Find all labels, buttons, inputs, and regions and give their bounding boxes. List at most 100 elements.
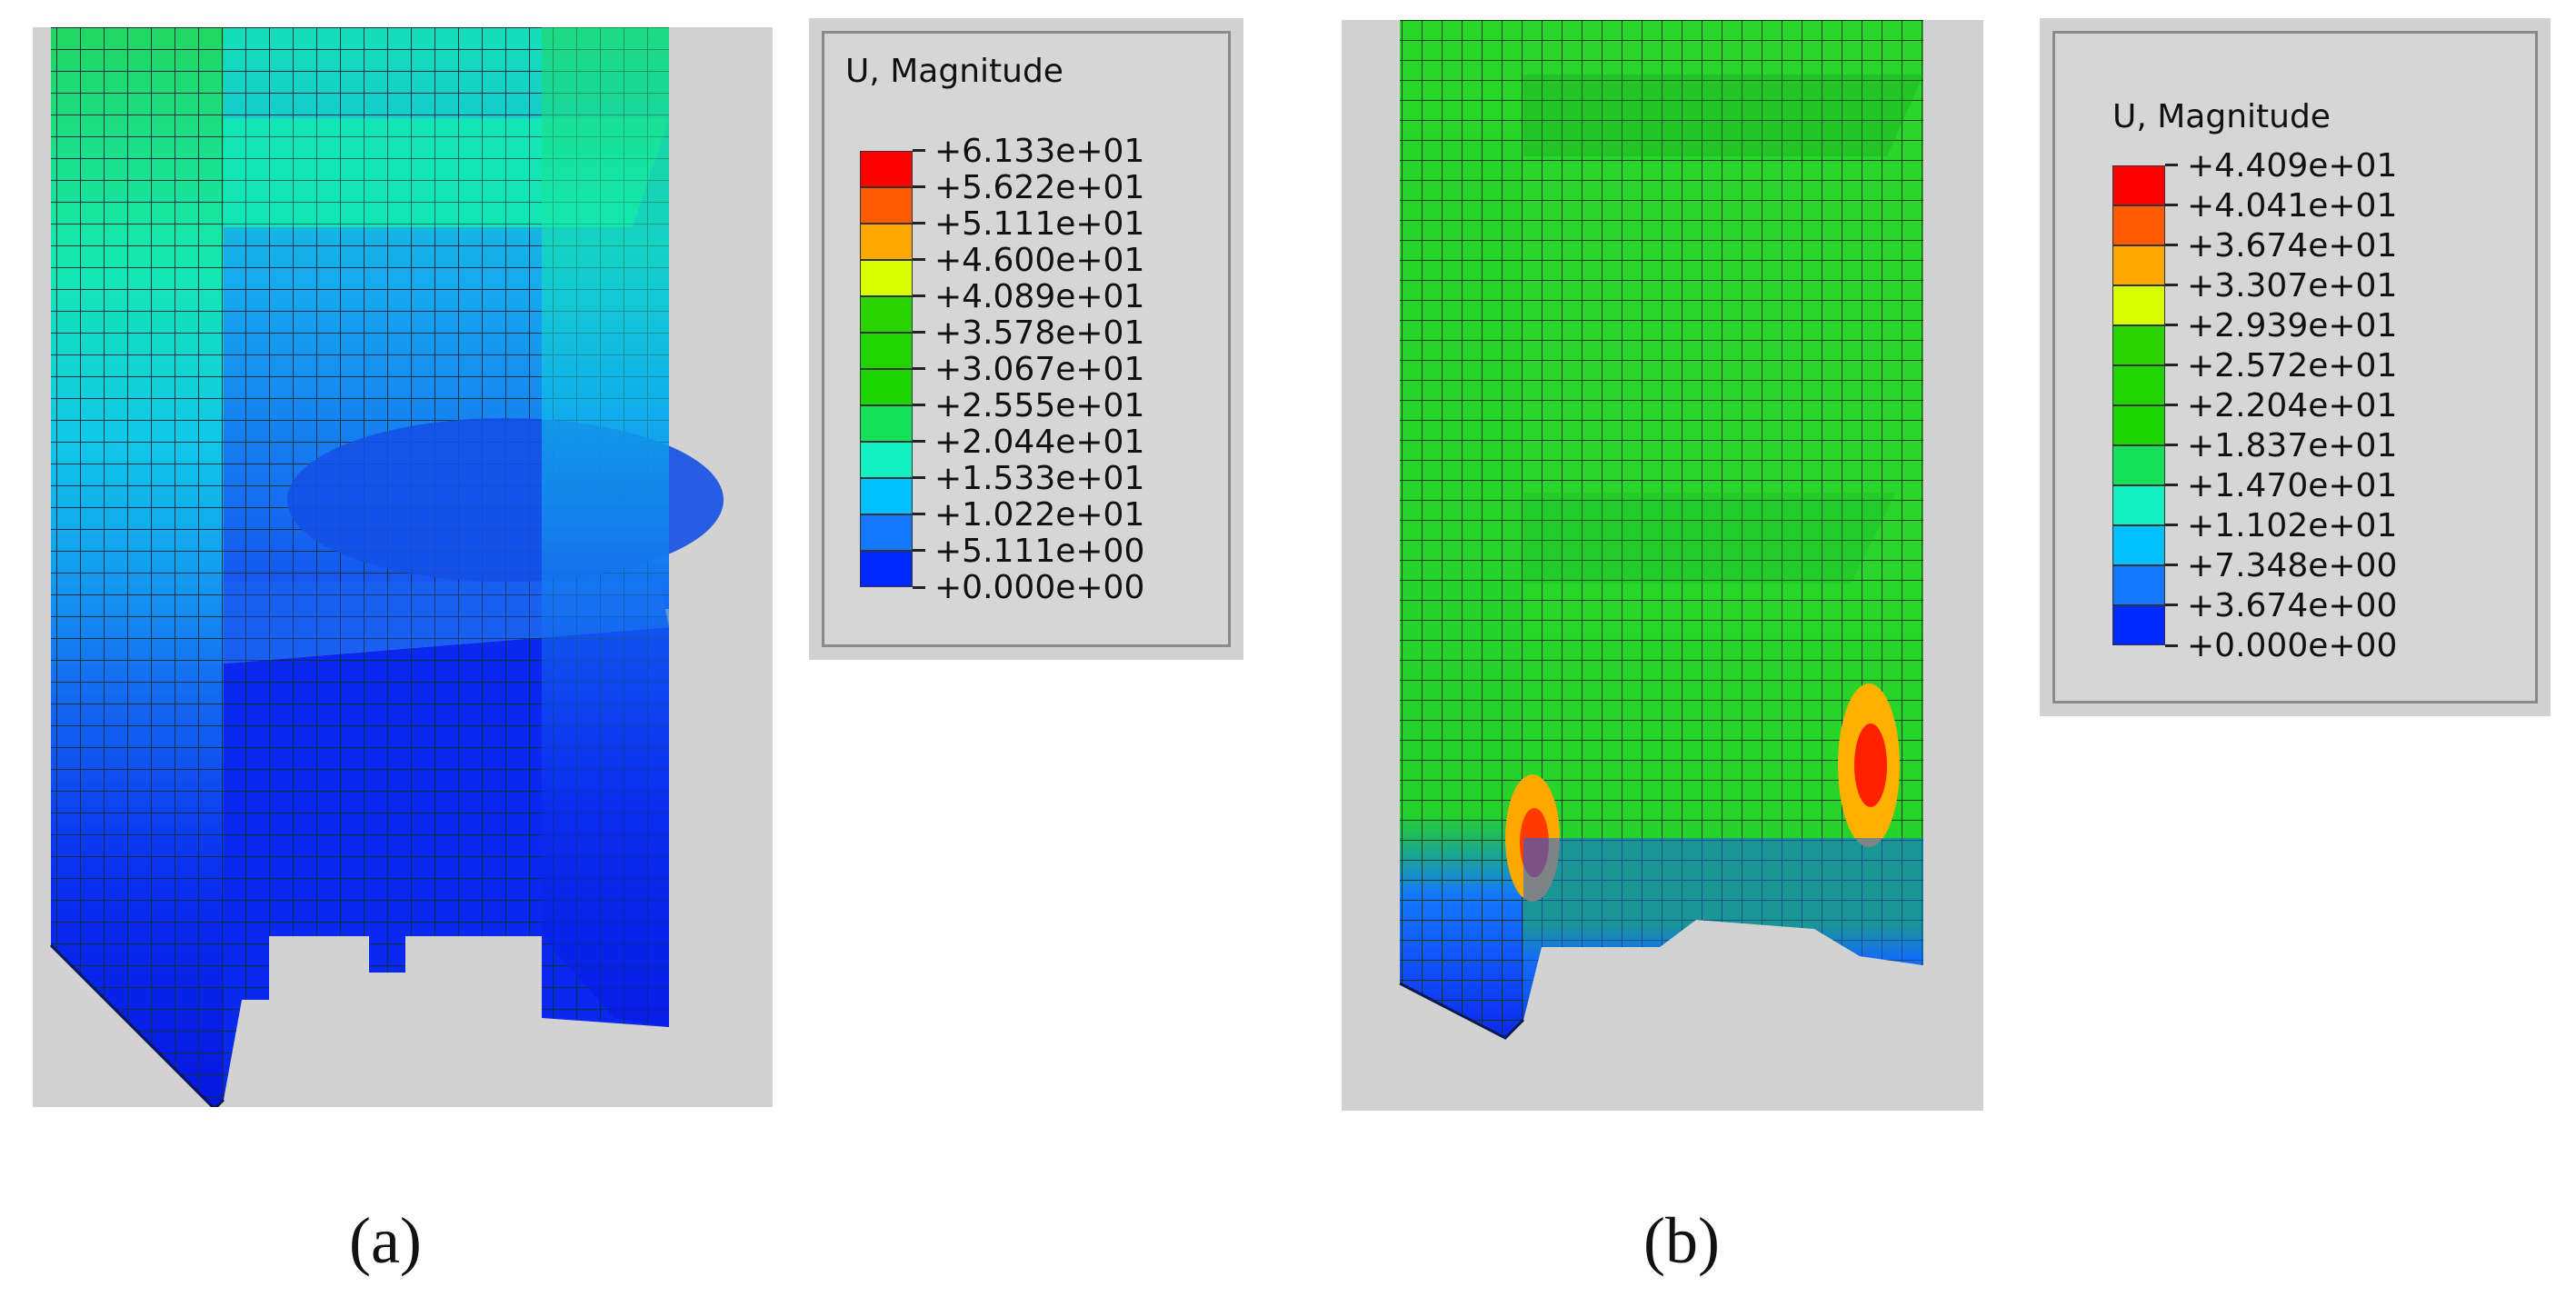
- legend-value: +3.307e+01: [2187, 267, 2398, 304]
- legend-row: +4.089e+01: [860, 278, 1242, 333]
- legend-value: +2.044e+01: [934, 424, 1145, 461]
- legend-tick: [2165, 444, 2178, 446]
- legend-value: +3.067e+01: [934, 351, 1145, 388]
- legend-b-title: U, Magnitude: [2112, 98, 2331, 135]
- legend-tick: [2165, 644, 2178, 647]
- legend-value: +4.600e+01: [934, 242, 1145, 279]
- legend-swatch: [2112, 365, 2165, 405]
- legend-row: +5.622e+01: [860, 169, 1242, 224]
- legend-tick: [913, 222, 925, 224]
- legend-row: +1.022e+01: [860, 496, 1242, 551]
- legend-value: +3.674e+00: [2187, 587, 2398, 624]
- legend-tick: [2165, 324, 2178, 326]
- legend-row: +3.674e+01: [2112, 227, 2540, 285]
- legend-tick: [913, 258, 925, 261]
- legend-value: +2.555e+01: [934, 387, 1145, 424]
- legend-row: +2.204e+01: [2112, 387, 2540, 445]
- legend-tick: [913, 476, 925, 479]
- legend-tick: [2165, 604, 2178, 606]
- legend-value: +6.133e+01: [934, 133, 1145, 170]
- legend-row: +3.578e+01: [860, 314, 1242, 369]
- legend-tick: [913, 294, 925, 297]
- legend-tick: [913, 440, 925, 443]
- legend-swatch: [860, 478, 913, 514]
- fe-model-b: [1399, 20, 1923, 1040]
- legend-value: +5.111e+01: [934, 205, 1145, 243]
- legend-row: +2.555e+01: [860, 387, 1242, 442]
- legend-swatch: [2112, 205, 2165, 245]
- legend-swatch: [860, 187, 913, 224]
- legend-value: +3.674e+01: [2187, 227, 2398, 264]
- legend-value: +1.022e+01: [934, 496, 1145, 534]
- legend-tick: [2165, 564, 2178, 566]
- legend-value: +4.041e+01: [2187, 187, 2398, 224]
- caption-b: (b): [1643, 1204, 1720, 1277]
- legend-value: +7.348e+00: [2187, 547, 2398, 584]
- legend-tick: [913, 149, 925, 152]
- model-panel-a: [33, 27, 773, 1107]
- legend-tick: [913, 513, 925, 515]
- legend-value: +5.111e+00: [934, 533, 1145, 570]
- legend-value: +1.470e+01: [2187, 467, 2398, 504]
- legend-swatch: [2112, 325, 2165, 365]
- legend-swatch: [860, 260, 913, 296]
- legend-value: +0.000e+00: [2187, 627, 2398, 664]
- legend-row: +4.041e+01: [2112, 187, 2540, 245]
- legend-row: +3.307e+01: [2112, 267, 2540, 325]
- legend-swatch: [2112, 525, 2165, 565]
- legend-tick: [2165, 204, 2178, 206]
- legend-row: +2.044e+01: [860, 424, 1242, 478]
- legend-swatch: [860, 224, 913, 260]
- legend-swatch: [2112, 165, 2165, 205]
- legend-row: +1.533e+01: [860, 460, 1242, 514]
- legend-row: +1.102e+01: [2112, 507, 2540, 565]
- legend-swatch: [860, 333, 913, 369]
- legend-tick: [2165, 164, 2178, 166]
- legend-tick: [913, 586, 925, 589]
- legend-tick: [913, 404, 925, 406]
- legend-tick: [2165, 244, 2178, 246]
- legend-swatch: [2112, 565, 2165, 605]
- caption-a: (a): [349, 1204, 422, 1277]
- legend-tick: [2165, 284, 2178, 286]
- legend-row: +5.111e+00 +0.000e+00: [860, 533, 1242, 606]
- legend-row: +6.133e+01: [860, 133, 1242, 187]
- legend-row: +3.674e+00 +0.000e+00: [2112, 587, 2540, 664]
- legend-value: +4.089e+01: [934, 278, 1145, 315]
- legend-value: +3.578e+01: [934, 314, 1145, 352]
- legend-value: +5.622e+01: [934, 169, 1145, 206]
- legend-tick: [2165, 524, 2178, 526]
- legend-a: U, Magnitude +6.133e+01 +5.622e+01 +5.111e…: [809, 18, 1243, 660]
- legend-a-rows: +6.133e+01 +5.622e+01 +5.111e+01 +4.600e+01…: [860, 133, 1242, 606]
- legend-value: +1.102e+01: [2187, 507, 2398, 544]
- legend-row: +1.837e+01: [2112, 427, 2540, 485]
- legend-swatch: [860, 405, 913, 442]
- legend-value: +2.572e+01: [2187, 347, 2398, 384]
- legend-value: +4.409e+01: [2187, 147, 2398, 185]
- legend-swatch: [2112, 285, 2165, 325]
- legend-b: U, Magnitude +4.409e+01 +4.041e+01 +3.674e…: [2040, 18, 2551, 716]
- legend-value: +1.533e+01: [934, 460, 1145, 497]
- legend-a-title: U, Magnitude: [845, 53, 1063, 90]
- legend-tick: [2165, 364, 2178, 366]
- legend-swatch: [2112, 245, 2165, 285]
- legend-tick: [913, 367, 925, 370]
- legend-swatch: [860, 514, 913, 551]
- legend-swatch: [2112, 445, 2165, 485]
- legend-row: +7.348e+00: [2112, 547, 2540, 605]
- legend-swatch: [2112, 485, 2165, 525]
- legend-value: +1.837e+01: [2187, 427, 2398, 464]
- legend-b-rows: +4.409e+01 +4.041e+01 +3.674e+01 +3.307e+01…: [2112, 147, 2540, 674]
- legend-swatch: [860, 551, 913, 587]
- legend-row: +4.409e+01: [2112, 147, 2540, 205]
- legend-row: +5.111e+01: [860, 205, 1242, 260]
- legend-row: +3.067e+01: [860, 351, 1242, 405]
- legend-swatch: [860, 369, 913, 405]
- legend-swatch: [860, 151, 913, 187]
- legend-value: +0.000e+00: [934, 569, 1145, 606]
- legend-row: +2.572e+01: [2112, 347, 2540, 405]
- legend-value: +2.939e+01: [2187, 307, 2398, 344]
- legend-swatch: [2112, 405, 2165, 445]
- legend-swatch: [860, 442, 913, 478]
- legend-value: +2.204e+01: [2187, 387, 2398, 424]
